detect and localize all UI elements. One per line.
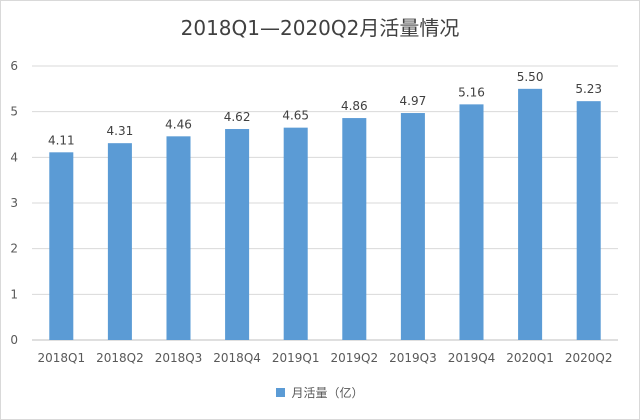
bar — [342, 118, 367, 340]
bar — [107, 143, 132, 340]
bar — [49, 152, 74, 340]
data-label: 4.62 — [224, 110, 251, 124]
x-tick-label: 2018Q1 — [37, 351, 85, 365]
y-tick-label: 1 — [10, 287, 18, 301]
y-tick-label: 3 — [10, 196, 18, 210]
x-tick-label: 2018Q2 — [96, 351, 144, 365]
x-tick-label: 2019Q1 — [272, 351, 320, 365]
bar — [518, 88, 543, 340]
legend: 月活量（亿） — [0, 384, 640, 401]
y-tick-label: 4 — [10, 150, 18, 164]
bar — [166, 136, 191, 340]
x-tick-label: 2020Q1 — [506, 351, 554, 365]
y-tick-label: 5 — [10, 105, 18, 119]
data-label: 4.86 — [341, 99, 368, 113]
data-label: 5.50 — [517, 70, 544, 84]
data-label: 5.23 — [575, 82, 602, 96]
y-tick-label: 2 — [10, 242, 18, 256]
data-label: 4.11 — [48, 133, 75, 147]
x-axis-ticks: 2018Q1 2018Q2 2018Q3 2018Q4 2019Q1 2019Q2 2019… — [37, 351, 612, 365]
chart-title: 2018Q1—2020Q2月活量情况 — [180, 16, 460, 40]
data-label: 4.31 — [107, 124, 134, 138]
x-tick-label: 2020Q2 — [565, 351, 613, 365]
x-tick-label: 2019Q3 — [389, 351, 437, 365]
x-tick-label: 2018Q3 — [155, 351, 203, 365]
y-tick-label: 0 — [10, 333, 18, 347]
data-labels: 4.11 4.31 4.46 4.62 4.65 4.86 4.97 5.16 5.50 5.23 — [48, 70, 602, 147]
x-tick-label: 2019Q4 — [448, 351, 496, 365]
y-axis-ticks: 0 1 2 3 4 5 6 — [10, 59, 18, 347]
data-label: 4.46 — [165, 117, 192, 131]
bar — [459, 104, 484, 340]
legend-label: 月活量（亿） — [291, 386, 364, 400]
bars — [49, 88, 601, 341]
data-label: 5.16 — [458, 85, 485, 99]
bar — [283, 127, 308, 341]
y-tick-label: 6 — [10, 59, 18, 73]
data-label: 4.65 — [282, 109, 309, 123]
data-label: 4.97 — [400, 94, 427, 108]
x-tick-label: 2018Q4 — [213, 351, 261, 365]
legend-swatch — [276, 388, 286, 397]
bar — [225, 129, 250, 340]
bar — [576, 101, 601, 340]
x-tick-label: 2019Q2 — [330, 351, 378, 365]
bar — [400, 113, 425, 340]
